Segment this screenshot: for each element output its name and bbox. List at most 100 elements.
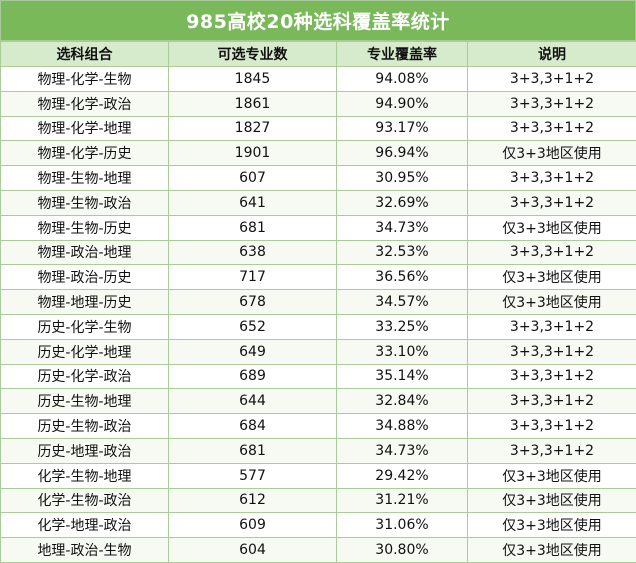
cell-note: 3+3,3+1+2 [467, 363, 636, 390]
cell-coverage-rate: 96.94% [336, 140, 468, 167]
cell-note: 仅3+3地区使用 [467, 512, 636, 539]
table-row: 物理-政治-历史 717 36.56% 仅3+3地区使用 [0, 264, 636, 291]
cell-combination: 历史-生物-政治 [0, 413, 169, 439]
cell-combination: 物理-化学-历史 [0, 140, 169, 167]
cell-combination: 物理-政治-历史 [0, 264, 169, 291]
cell-major-count: 612 [168, 487, 337, 514]
table-row: 物理-化学-政治 1861 94.90% 3+3,3+1+2 [0, 90, 636, 117]
table-row: 历史-生物-地理 644 32.84% 3+3,3+1+2 [0, 388, 636, 415]
cell-coverage-rate: 94.08% [336, 66, 468, 92]
cell-combination: 物理-地理-历史 [0, 289, 169, 315]
cell-major-count: 577 [168, 462, 337, 489]
cell-note: 3+3,3+1+2 [467, 413, 636, 439]
table-row: 历史-地理-政治 681 34.73% 3+3,3+1+2 [0, 437, 636, 464]
cell-combination: 物理-化学-地理 [0, 115, 169, 142]
cell-note: 3+3,3+1+2 [467, 165, 636, 191]
table-row: 化学-生物-政治 612 31.21% 仅3+3地区使用 [0, 487, 636, 514]
cell-coverage-rate: 32.69% [336, 189, 468, 216]
cell-major-count: 607 [168, 165, 337, 191]
table-row: 物理-政治-地理 638 32.53% 3+3,3+1+2 [0, 239, 636, 266]
cell-combination: 化学-生物-地理 [0, 462, 169, 489]
cell-note: 3+3,3+1+2 [467, 66, 636, 92]
cell-coverage-rate: 33.25% [336, 313, 468, 340]
cell-coverage-rate: 93.17% [336, 115, 468, 142]
cell-note: 3+3,3+1+2 [467, 338, 636, 365]
header-combination: 选科组合 [0, 41, 169, 67]
cell-combination: 物理-化学-政治 [0, 90, 169, 117]
table-row: 物理-化学-生物 1845 94.08% 3+3,3+1+2 [0, 66, 636, 92]
cell-combination: 物理-生物-地理 [0, 165, 169, 191]
cell-major-count: 649 [168, 338, 337, 365]
cell-combination: 历史-地理-政治 [0, 437, 169, 464]
cell-major-count: 681 [168, 437, 337, 464]
cell-note: 3+3,3+1+2 [467, 90, 636, 117]
cell-major-count: 1861 [168, 90, 337, 117]
cell-note: 3+3,3+1+2 [467, 115, 636, 142]
cell-coverage-rate: 32.84% [336, 388, 468, 415]
cell-major-count: 652 [168, 313, 337, 340]
table-row: 历史-生物-政治 684 34.88% 3+3,3+1+2 [0, 413, 636, 439]
table-row: 物理-生物-地理 607 30.95% 3+3,3+1+2 [0, 165, 636, 191]
table-row: 物理-化学-历史 1901 96.94% 仅3+3地区使用 [0, 140, 636, 167]
cell-combination: 物理-政治-地理 [0, 239, 169, 266]
cell-major-count: 638 [168, 239, 337, 266]
table-row: 物理-地理-历史 678 34.57% 仅3+3地区使用 [0, 289, 636, 315]
table-row: 物理-化学-地理 1827 93.17% 3+3,3+1+2 [0, 115, 636, 142]
cell-coverage-rate: 31.06% [336, 512, 468, 539]
cell-note: 3+3,3+1+2 [467, 388, 636, 415]
header-row: 选科组合 可选专业数 专业覆盖率 说明 [0, 41, 636, 67]
cell-coverage-rate: 32.53% [336, 239, 468, 266]
cell-major-count: 681 [168, 214, 337, 241]
table-row: 地理-政治-生物 604 30.80% 仅3+3地区使用 [0, 537, 636, 563]
table-row: 物理-生物-政治 641 32.69% 3+3,3+1+2 [0, 189, 636, 216]
cell-coverage-rate: 31.21% [336, 487, 468, 514]
cell-coverage-rate: 29.42% [336, 462, 468, 489]
cell-major-count: 641 [168, 189, 337, 216]
cell-note: 仅3+3地区使用 [467, 462, 636, 489]
cell-note: 3+3,3+1+2 [467, 189, 636, 216]
cell-combination: 历史-生物-地理 [0, 388, 169, 415]
cell-coverage-rate: 34.73% [336, 437, 468, 464]
cell-combination: 地理-政治-生物 [0, 537, 169, 563]
cell-major-count: 689 [168, 363, 337, 390]
cell-note: 仅3+3地区使用 [467, 264, 636, 291]
table-row: 化学-地理-政治 609 31.06% 仅3+3地区使用 [0, 512, 636, 539]
table-row: 历史-化学-政治 689 35.14% 3+3,3+1+2 [0, 363, 636, 390]
cell-combination: 化学-地理-政治 [0, 512, 169, 539]
cell-note: 仅3+3地区使用 [467, 140, 636, 167]
cell-major-count: 717 [168, 264, 337, 291]
cell-combination: 历史-化学-政治 [0, 363, 169, 390]
coverage-table: 选科组合 可选专业数 专业覆盖率 说明 物理-化学-生物 1845 94.08%… [0, 41, 636, 563]
cell-major-count: 678 [168, 289, 337, 315]
cell-major-count: 644 [168, 388, 337, 415]
table-row: 物理-生物-历史 681 34.73% 仅3+3地区使用 [0, 214, 636, 241]
table-row: 化学-生物-地理 577 29.42% 仅3+3地区使用 [0, 462, 636, 489]
table-row: 历史-化学-生物 652 33.25% 3+3,3+1+2 [0, 313, 636, 340]
cell-coverage-rate: 30.95% [336, 165, 468, 191]
cell-major-count: 1827 [168, 115, 337, 142]
cell-note: 3+3,3+1+2 [467, 239, 636, 266]
cell-note: 仅3+3地区使用 [467, 289, 636, 315]
cell-combination: 化学-生物-政治 [0, 487, 169, 514]
cell-coverage-rate: 34.57% [336, 289, 468, 315]
cell-coverage-rate: 34.73% [336, 214, 468, 241]
cell-coverage-rate: 35.14% [336, 363, 468, 390]
cell-note: 仅3+3地区使用 [467, 214, 636, 241]
cell-combination: 物理-化学-生物 [0, 66, 169, 92]
table-row: 历史-化学-地理 649 33.10% 3+3,3+1+2 [0, 338, 636, 365]
cell-combination: 物理-生物-历史 [0, 214, 169, 241]
header-coverage-rate: 专业覆盖率 [336, 41, 468, 67]
cell-coverage-rate: 94.90% [336, 90, 468, 117]
header-note: 说明 [467, 41, 636, 67]
table-title: 985高校20种选科覆盖率统计 [0, 0, 636, 41]
cell-combination: 历史-化学-地理 [0, 338, 169, 365]
cell-major-count: 609 [168, 512, 337, 539]
cell-major-count: 684 [168, 413, 337, 439]
cell-major-count: 604 [168, 537, 337, 563]
cell-note: 仅3+3地区使用 [467, 487, 636, 514]
cell-combination: 历史-化学-生物 [0, 313, 169, 340]
cell-combination: 物理-生物-政治 [0, 189, 169, 216]
cell-major-count: 1845 [168, 66, 337, 92]
cell-coverage-rate: 33.10% [336, 338, 468, 365]
